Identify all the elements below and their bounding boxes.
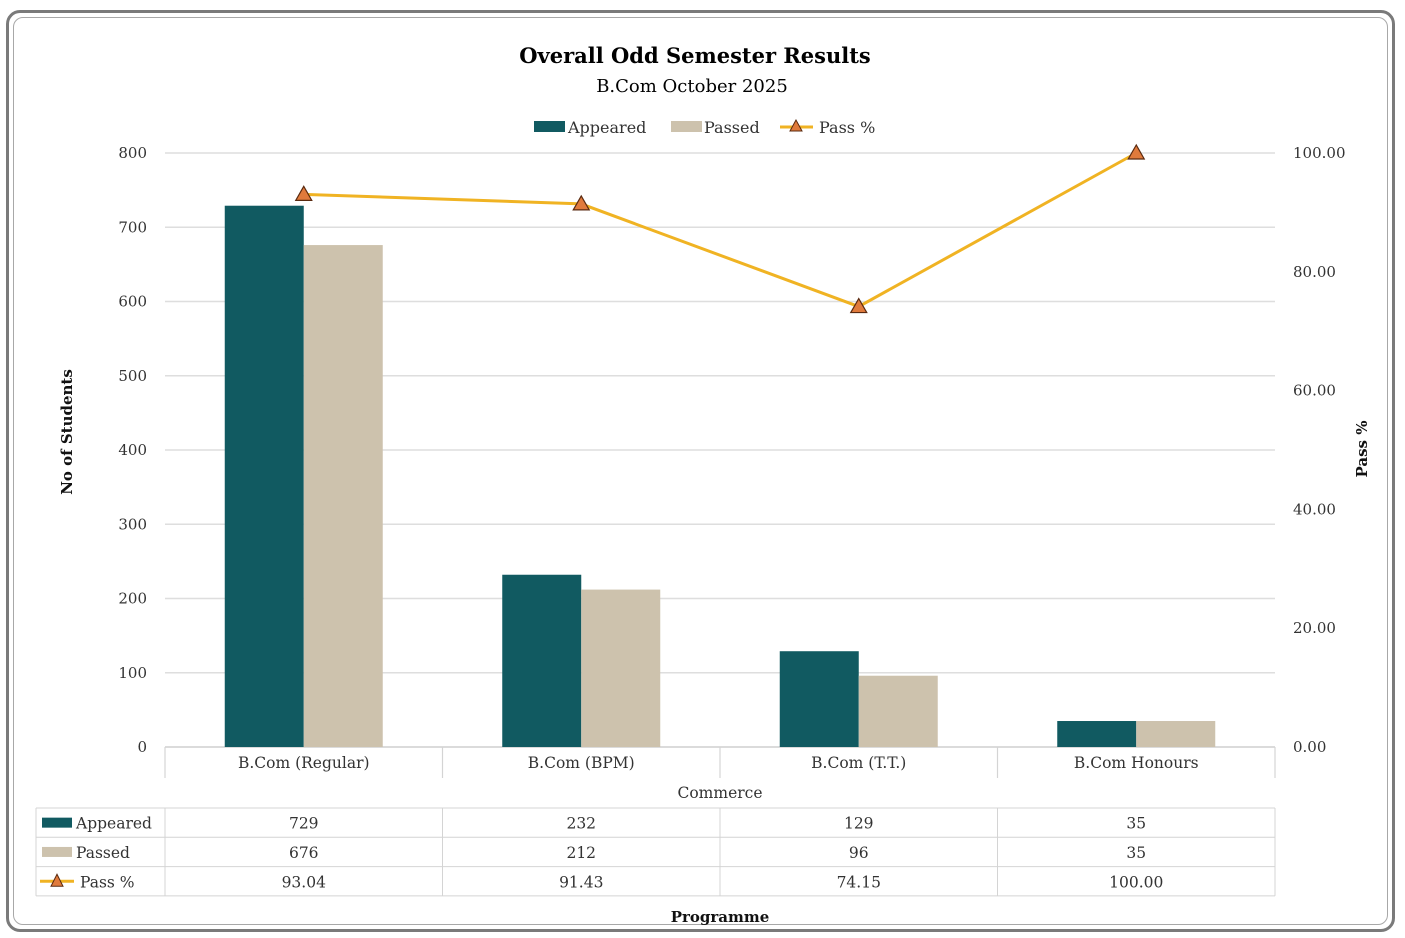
pass-percent-marker <box>294 185 313 201</box>
category-label: B.Com (Regular) <box>238 754 370 772</box>
y-tick-label: 300 <box>118 515 147 533</box>
category-label: B.Com (T.T.) <box>811 754 906 772</box>
bar-passed <box>858 675 938 747</box>
bar-appeared <box>1057 721 1137 747</box>
legend-label: Appeared <box>567 118 646 137</box>
pass-percent-marker <box>849 297 868 314</box>
y2-tick-label: 40.00 <box>1293 500 1336 518</box>
pass-percent-marker <box>572 194 591 211</box>
y2-tick-label: 0.00 <box>1293 738 1326 756</box>
y-tick-label: 400 <box>118 441 147 459</box>
table-cell: 676 <box>289 844 319 862</box>
chart-frame-inner <box>13 17 1388 925</box>
y2-axis-ticks: 0.00 20.00 40.00 60.00 80.00 100.00 <box>1293 144 1346 756</box>
table-cell: 100.00 <box>1109 873 1163 891</box>
y2-tick-label: 80.00 <box>1293 263 1336 281</box>
y-axis-ticks: 0 100 200 300 400 500 600 700 800 <box>118 144 147 756</box>
table-cell: 212 <box>566 844 596 862</box>
table-cell: 91.43 <box>559 873 603 891</box>
chart-title: Overall Odd Semester Results <box>519 43 871 68</box>
y2-tick-label: 60.00 <box>1293 382 1336 400</box>
y-tick-label: 0 <box>137 738 147 756</box>
y-axis-title: No of Students <box>58 369 76 495</box>
chart-subtitle: B.Com October 2025 <box>596 76 788 97</box>
y-tick-label: 500 <box>118 367 147 385</box>
legend-swatch-appeared <box>534 121 565 132</box>
bar-appeared <box>502 574 582 747</box>
bar-appeared <box>224 205 304 747</box>
table-cell: 129 <box>844 815 874 833</box>
y2-tick-label: 100.00 <box>1293 144 1346 162</box>
data-table: Appeared 729 232 129 35 Passed 676 212 96 35 Pass … <box>35 807 1276 897</box>
y2-axis-title: Pass % <box>1353 421 1371 478</box>
legend-swatch-passed <box>671 121 702 132</box>
y-tick-label: 800 <box>118 144 147 162</box>
category-label: B.Com (BPM) <box>528 754 635 772</box>
pass-percent-line <box>303 151 1137 309</box>
y-tick-label: 700 <box>118 218 147 236</box>
table-cell: 729 <box>289 815 319 833</box>
legend-label: Passed <box>704 118 760 137</box>
y2-tick-label: 20.00 <box>1293 619 1336 637</box>
legend: Appeared Passed Pass % <box>534 118 875 137</box>
pass-percent-marker <box>1127 143 1146 160</box>
table-cell: 35 <box>1126 844 1146 862</box>
table-key-marker <box>50 873 64 887</box>
group-label: Commerce <box>677 784 762 802</box>
table-cell: 93.04 <box>282 873 327 891</box>
pass-line <box>294 143 1146 314</box>
y-tick-label: 200 <box>118 590 147 608</box>
table-cell: 74.15 <box>837 873 881 891</box>
table-row-label: Appeared <box>75 815 152 833</box>
table-key-appeared <box>42 817 72 828</box>
x-axis-title: Programme <box>671 908 770 926</box>
category-label: B.Com Honours <box>1074 754 1199 772</box>
bar-passed <box>581 589 661 747</box>
bars <box>224 205 1216 747</box>
category-axis: B.Com (Regular) B.Com (BPM) B.Com (T.T.) B.… <box>164 747 1276 778</box>
table-cell: 232 <box>566 815 596 833</box>
legend-label: Pass % <box>819 118 875 137</box>
y-tick-label: 100 <box>118 664 147 682</box>
table-row-label: Passed <box>76 844 130 862</box>
bar-passed <box>1136 721 1216 747</box>
table-key-passed <box>42 846 72 857</box>
table-cell: 35 <box>1126 815 1146 833</box>
bar-appeared <box>779 651 859 747</box>
y-tick-label: 600 <box>118 293 147 311</box>
bar-passed <box>303 245 383 747</box>
table-cell: 96 <box>849 844 869 862</box>
legend-marker <box>789 118 803 132</box>
table-row-label: Pass % <box>80 873 135 891</box>
